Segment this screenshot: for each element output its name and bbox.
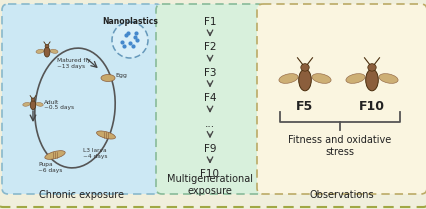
Text: F5: F5 [296,100,314,113]
Ellipse shape [50,49,58,53]
Ellipse shape [31,98,35,101]
Ellipse shape [279,74,298,83]
Ellipse shape [299,69,311,91]
Ellipse shape [45,151,65,159]
FancyBboxPatch shape [2,4,162,194]
Text: Fitness and oxidative
stress: Fitness and oxidative stress [288,135,391,157]
Text: L3 larva
~4 days: L3 larva ~4 days [83,148,107,159]
Text: Multigenerational
exposure: Multigenerational exposure [167,174,253,196]
Text: F10: F10 [359,100,385,113]
Ellipse shape [379,74,398,83]
Text: F3: F3 [204,68,216,78]
Text: Egg: Egg [115,74,127,79]
Ellipse shape [44,47,50,57]
Ellipse shape [23,102,30,106]
Text: Matured fly
~13 days: Matured fly ~13 days [57,58,91,69]
Text: Chronic exposure: Chronic exposure [40,190,124,200]
Text: F1: F1 [204,17,216,27]
Ellipse shape [97,131,115,139]
FancyBboxPatch shape [156,4,264,194]
Text: Pupa
~6 days: Pupa ~6 days [38,162,62,173]
Text: Observations: Observations [310,190,374,200]
Text: F9: F9 [204,144,216,154]
Text: F10: F10 [201,169,219,179]
Text: F4: F4 [204,93,216,103]
Ellipse shape [36,102,43,106]
Text: Nanoplastics: Nanoplastics [102,18,158,27]
Text: F2: F2 [204,42,216,52]
Circle shape [112,22,148,58]
Ellipse shape [346,74,365,83]
Text: ...: ... [205,119,215,129]
Ellipse shape [30,100,36,110]
Ellipse shape [366,69,378,91]
Ellipse shape [36,49,44,53]
Ellipse shape [312,74,331,83]
Ellipse shape [45,44,49,48]
Ellipse shape [101,74,115,82]
Text: Adult
~0.5 days: Adult ~0.5 days [44,100,74,110]
Ellipse shape [301,64,309,71]
FancyBboxPatch shape [257,4,426,194]
Ellipse shape [368,64,376,71]
